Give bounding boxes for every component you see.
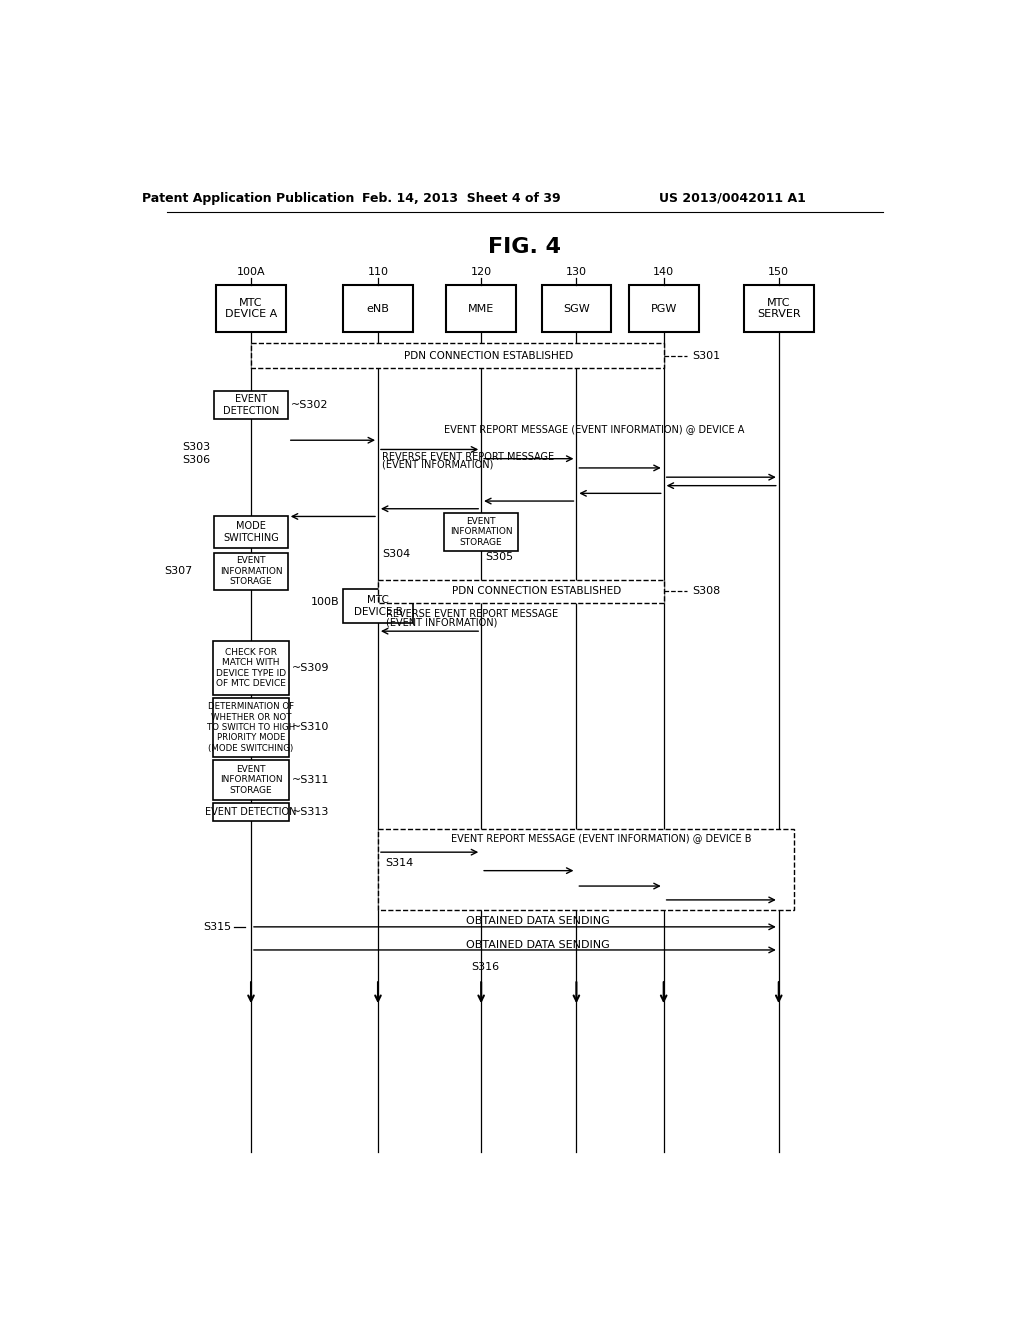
Text: eNB: eNB <box>367 304 389 314</box>
Bar <box>213 642 289 696</box>
Bar <box>216 285 286 331</box>
Text: EVENT
INFORMATION
STORAGE: EVENT INFORMATION STORAGE <box>220 764 283 795</box>
Bar <box>743 285 814 331</box>
Text: Patent Application Publication: Patent Application Publication <box>142 191 354 205</box>
Text: US 2013/0042011 A1: US 2013/0042011 A1 <box>659 191 806 205</box>
Bar <box>542 285 611 331</box>
Text: S305: S305 <box>485 552 513 562</box>
Text: OBTAINED DATA SENDING: OBTAINED DATA SENDING <box>466 916 610 927</box>
Text: MODE
SWITCHING: MODE SWITCHING <box>223 521 279 543</box>
Text: REVERSE EVENT REPORT MESSAGE: REVERSE EVENT REPORT MESSAGE <box>386 610 558 619</box>
Bar <box>446 285 516 331</box>
Text: EVENT
INFORMATION
STORAGE: EVENT INFORMATION STORAGE <box>220 556 283 586</box>
Text: DETERMINATION OF
WHETHER OR NOT
TO SWITCH TO HIGH
PRIORITY MODE
(MODE SWITCHING): DETERMINATION OF WHETHER OR NOT TO SWITC… <box>207 702 295 752</box>
Text: REVERSE EVENT REPORT MESSAGE: REVERSE EVENT REPORT MESSAGE <box>382 453 554 462</box>
Text: S303: S303 <box>182 442 210 453</box>
Text: S308: S308 <box>692 586 721 597</box>
Text: Feb. 14, 2013  Sheet 4 of 39: Feb. 14, 2013 Sheet 4 of 39 <box>361 191 560 205</box>
Bar <box>629 285 698 331</box>
Text: 120: 120 <box>471 268 492 277</box>
Text: (EVENT INFORMATION): (EVENT INFORMATION) <box>386 618 497 628</box>
Text: EVENT REPORT MESSAGE (EVENT INFORMATION) @ DEVICE B: EVENT REPORT MESSAGE (EVENT INFORMATION)… <box>452 833 752 843</box>
Bar <box>251 343 664 368</box>
Text: 100A: 100A <box>237 268 265 277</box>
Text: S316: S316 <box>471 962 499 972</box>
Text: EVENT DETECTION: EVENT DETECTION <box>205 807 297 817</box>
Text: S307: S307 <box>164 566 193 576</box>
Bar <box>378 829 795 909</box>
Text: EVENT REPORT MESSAGE (EVENT INFORMATION) @ DEVICE A: EVENT REPORT MESSAGE (EVENT INFORMATION)… <box>443 424 744 434</box>
Bar <box>214 553 288 590</box>
Text: ~S302: ~S302 <box>291 400 329 409</box>
Text: EVENT
INFORMATION
STORAGE: EVENT INFORMATION STORAGE <box>450 517 512 546</box>
Text: S304: S304 <box>382 549 410 560</box>
Text: MTC
DEVICE B: MTC DEVICE B <box>353 595 402 616</box>
Text: S314: S314 <box>386 858 414 869</box>
Bar <box>214 516 288 548</box>
Text: ~S311: ~S311 <box>292 775 329 785</box>
Bar <box>343 285 413 331</box>
Text: PDN CONNECTION ESTABLISHED: PDN CONNECTION ESTABLISHED <box>452 586 621 597</box>
Bar <box>378 579 664 603</box>
Bar <box>213 698 289 756</box>
Text: MME: MME <box>468 304 495 314</box>
Text: 140: 140 <box>653 268 674 277</box>
Text: MTC
SERVER: MTC SERVER <box>757 298 801 319</box>
Text: ~S313: ~S313 <box>292 807 329 817</box>
Text: FIG. 4: FIG. 4 <box>488 238 561 257</box>
Text: ~S309: ~S309 <box>292 663 329 673</box>
Text: PDN CONNECTION ESTABLISHED: PDN CONNECTION ESTABLISHED <box>403 351 573 360</box>
Text: SGW: SGW <box>563 304 590 314</box>
Text: 100B: 100B <box>310 597 339 607</box>
Text: S306: S306 <box>182 455 210 465</box>
Bar <box>343 589 413 623</box>
Bar <box>214 391 288 418</box>
Text: PGW: PGW <box>650 304 677 314</box>
Bar <box>444 512 518 552</box>
Text: S301: S301 <box>692 351 720 360</box>
Bar <box>213 803 289 821</box>
Text: 130: 130 <box>566 268 587 277</box>
Text: MTC
DEVICE A: MTC DEVICE A <box>225 298 278 319</box>
Text: ~S310: ~S310 <box>292 722 329 733</box>
Text: CHECK FOR
MATCH WITH
DEVICE TYPE ID
OF MTC DEVICE: CHECK FOR MATCH WITH DEVICE TYPE ID OF M… <box>216 648 286 688</box>
Text: EVENT
DETECTION: EVENT DETECTION <box>223 393 280 416</box>
Text: S315: S315 <box>204 921 231 932</box>
Text: 110: 110 <box>368 268 388 277</box>
Text: 150: 150 <box>768 268 790 277</box>
Text: OBTAINED DATA SENDING: OBTAINED DATA SENDING <box>466 940 610 949</box>
Text: (EVENT INFORMATION): (EVENT INFORMATION) <box>382 459 494 469</box>
Bar <box>213 760 289 800</box>
